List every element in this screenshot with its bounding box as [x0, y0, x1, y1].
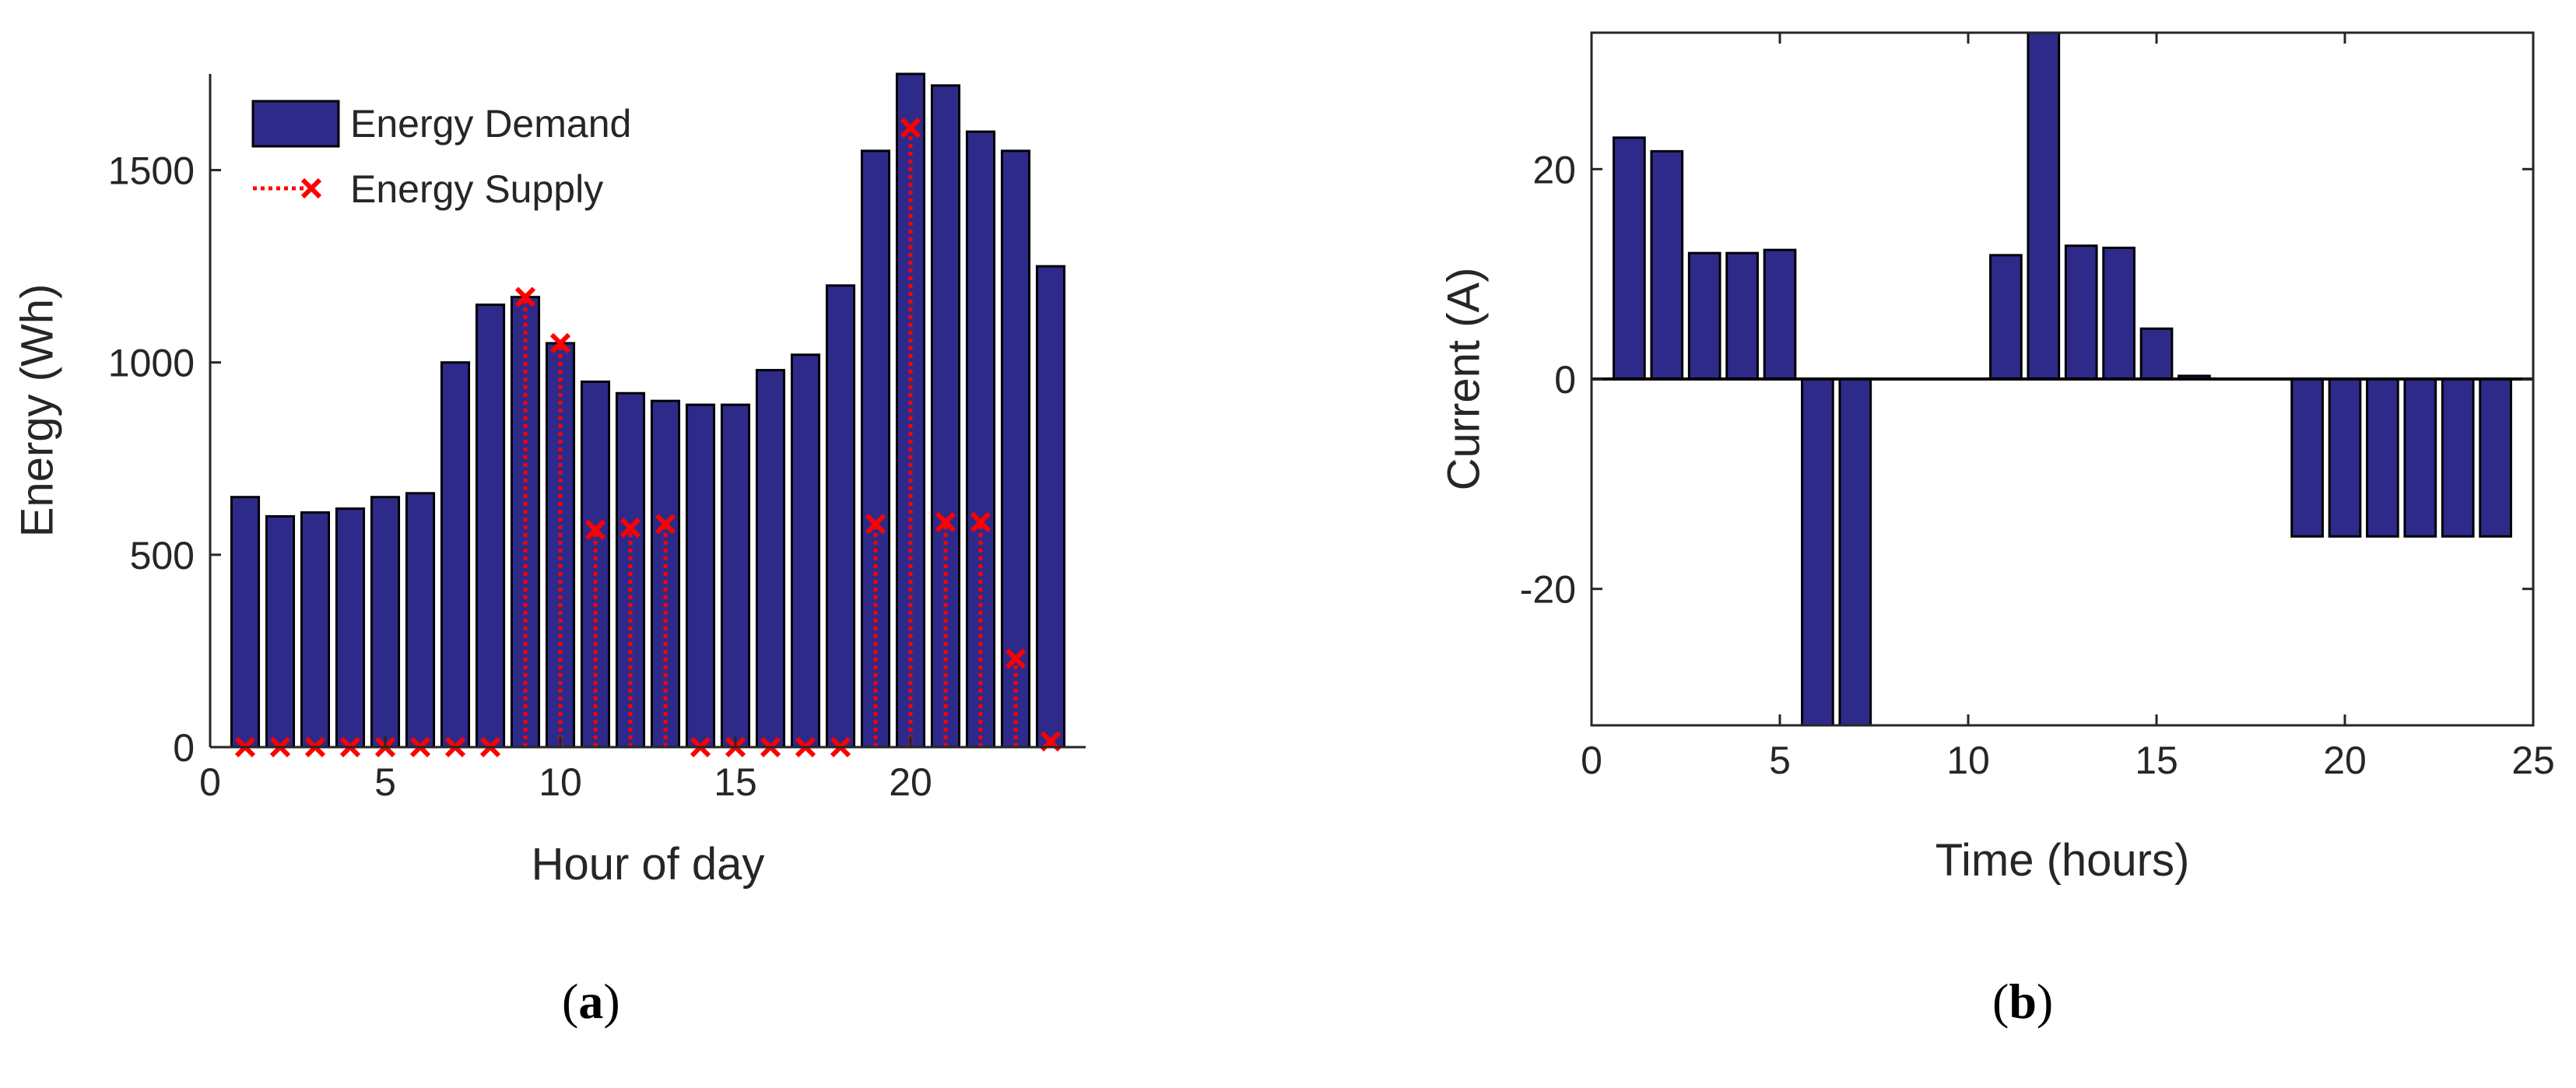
b-bar-3 [1687, 251, 1721, 381]
b-x-axis-label: Time (hours) [1936, 835, 2190, 886]
a-bar-14 [685, 403, 716, 749]
a-bar-24 [1035, 265, 1066, 749]
b-bar-23 [2441, 377, 2475, 538]
a-bar-23 [1000, 149, 1031, 749]
a-ytick-label-1500: 1500 [108, 149, 195, 193]
a-ytick-label-1000: 1000 [108, 342, 195, 385]
legend-demand-swatch [251, 100, 340, 148]
a-supply-marker-11 [584, 519, 606, 540]
b-bar-22 [2403, 377, 2437, 538]
a-legend: Energy Demand Energy Supply [251, 100, 631, 211]
a-supply-marker-21 [935, 511, 956, 532]
a-bar-1 [230, 496, 261, 749]
a-supply-marker-stroke-b [865, 514, 886, 535]
a-bar-12 [615, 391, 646, 749]
legend-demand-label: Energy Demand [350, 102, 631, 146]
a-bar-2 [265, 514, 296, 749]
b-xtick-label-10: 10 [1946, 739, 1990, 782]
b-bar-24 [2479, 377, 2512, 538]
a-supply-marker-stroke-b [549, 332, 571, 354]
b-bar-6 [1801, 377, 1834, 727]
a-supply-marker-20 [900, 118, 921, 139]
b-ytick-label--20: -20 [1520, 568, 1576, 612]
b-bar-13 [2064, 244, 2098, 381]
a-xtick-label-0: 0 [199, 760, 221, 804]
a-bar-22 [965, 130, 996, 749]
a-supply-marker-stroke-b [900, 118, 921, 139]
legend-supply-label: Energy Supply [350, 167, 603, 211]
panel-label-a-letter: a [578, 974, 604, 1029]
a-bar-3 [300, 511, 331, 749]
b-bar-21 [2366, 377, 2399, 538]
b-bar-1 [1613, 136, 1646, 381]
a-xtick-label-15: 15 [714, 760, 757, 804]
a-supply-marker-stroke-b [584, 519, 606, 540]
a-supply-marker-13 [655, 514, 676, 535]
a-bar-7 [440, 361, 471, 749]
a-supply-marker-stroke-b [1005, 648, 1027, 669]
a-y-axis-label: Energy (Wh) [12, 284, 62, 538]
b-bar-7 [1838, 377, 1872, 727]
b-xtick-label-0: 0 [1581, 739, 1602, 782]
a-supply-marker-10 [549, 332, 571, 354]
chart-a: 0 5 10 15 20 0 500 1000 1500 Hour of day Energy (W… [12, 72, 1086, 890]
a-xtick-label-10: 10 [539, 760, 582, 804]
b-xtick-label-20: 20 [2323, 739, 2367, 782]
a-ytick-label-500: 500 [130, 534, 195, 577]
a-xtick-label-5: 5 [374, 760, 396, 804]
a-supply-marker-9 [514, 286, 536, 307]
a-supply-marker-stroke-b [514, 286, 536, 307]
a-bar-18 [825, 284, 856, 749]
a-bar-5 [370, 496, 401, 749]
panel-label-b: (b) [1992, 974, 2054, 1029]
a-supply-marker-stroke-b [970, 511, 991, 532]
b-bar-5 [1763, 248, 1797, 381]
b-xtick-label-25: 25 [2511, 739, 2555, 782]
a-supply-marker-23 [1005, 648, 1027, 669]
a-bar-21 [930, 84, 961, 749]
a-bar-17 [790, 353, 821, 749]
a-supply-marker-19 [865, 514, 886, 535]
legend-supply-marker-b [300, 177, 322, 199]
a-bar-4 [335, 507, 366, 749]
b-ytick-label-20: 20 [1532, 148, 1576, 191]
chart-b: 0 5 10 15 20 25 -20 0 20 Time (hours) Current (A) [1438, 31, 2555, 886]
b-ytick-label-0: 0 [1554, 358, 1576, 402]
b-bar-2 [1650, 149, 1684, 381]
b-xtick-label-15: 15 [2135, 739, 2178, 782]
panel-label-a: (a) [562, 974, 620, 1029]
b-bar-4 [1725, 251, 1759, 381]
a-supply-marker-22 [970, 511, 991, 532]
b-bar-14 [2102, 246, 2136, 381]
panel-label-b-letter: b [2009, 974, 2037, 1029]
b-bar-11 [1989, 254, 2023, 381]
a-ytick-label-0: 0 [173, 726, 195, 770]
a-bar-8 [475, 304, 506, 749]
b-bar-19 [2290, 377, 2324, 538]
a-xtick-label-20: 20 [889, 760, 932, 804]
b-y-axis-label: Current (A) [1438, 268, 1489, 491]
a-bar-16 [755, 369, 786, 749]
b-bar-12 [2027, 31, 2061, 381]
a-bar-6 [405, 492, 436, 749]
a-supply-marker-12 [619, 518, 641, 539]
a-supply-marker-stroke-b [619, 518, 641, 539]
b-bar-20 [2328, 377, 2362, 538]
a-supply-marker-stroke-b [935, 511, 956, 532]
b-bar-15 [2139, 327, 2174, 381]
a-x-axis-label: Hour of day [532, 839, 765, 890]
b-xtick-label-5: 5 [1769, 739, 1791, 782]
a-supply-marker-stroke-b [655, 514, 676, 535]
a-bar-15 [720, 403, 751, 749]
